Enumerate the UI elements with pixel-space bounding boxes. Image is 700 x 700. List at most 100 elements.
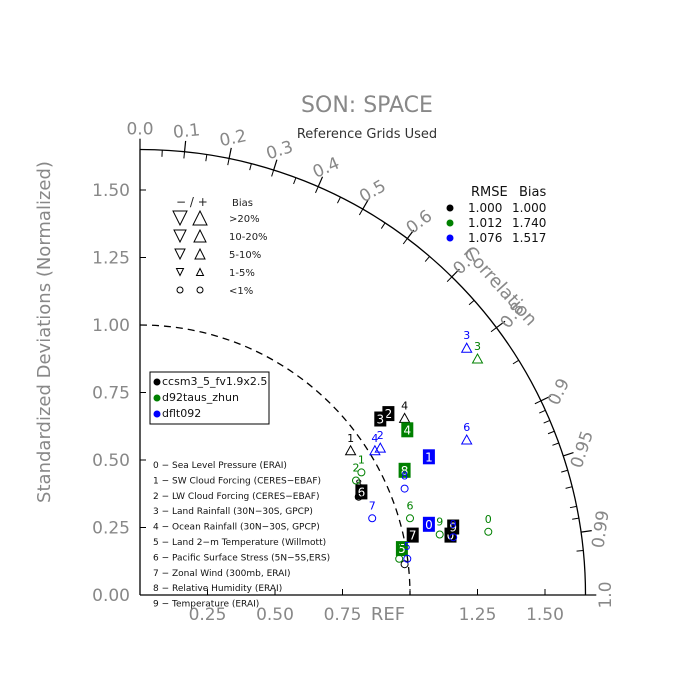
correlation-minor-tick <box>358 208 364 216</box>
chart-frame <box>139 138 597 596</box>
bias-up-triangle-icon <box>195 267 205 276</box>
bias-legend-row-label: <1% <box>229 286 253 297</box>
data-point: 9 <box>449 518 458 542</box>
data-point-marker <box>400 484 409 493</box>
rmse-bias-value: 1.740 <box>512 216 546 230</box>
correlation-major-tick <box>273 159 278 171</box>
data-point-box <box>447 519 460 535</box>
variable-list-item: 6 − Pacific Surface Stress (5N−5S,ERS) <box>153 553 330 563</box>
variable-list-item: 4 − Ocean Rainfall (30N−30S, GPCP) <box>153 523 320 533</box>
variable-list-item: 5 − Land 2−m Temperature (Willmott) <box>153 538 326 548</box>
correlation-minor-tick <box>402 238 408 245</box>
data-point: 4 <box>369 432 381 456</box>
correlation-minor-tick <box>534 400 542 405</box>
data-point-label: 7 <box>409 529 417 543</box>
correlation-minor-tick <box>446 276 453 283</box>
correlation-minor-tick <box>572 517 579 520</box>
series-legend-label: d92taus_zhun <box>162 391 239 404</box>
data-point: 9 <box>447 519 460 535</box>
rmse-series-dot-icon <box>446 204 454 212</box>
y-axis-label: Standardized Deviations (Normalized) <box>34 161 55 503</box>
data-point: 5 <box>395 541 408 557</box>
data-point: 6 <box>355 484 368 500</box>
x-tick-label: 1.25 <box>459 605 497 625</box>
x-tick-label: 0.75 <box>324 605 362 625</box>
data-point: 4 <box>398 399 411 423</box>
correlation-major-tick <box>406 229 415 239</box>
correlation-tick-label: 0.3 <box>264 137 296 164</box>
data-point-box <box>406 527 419 543</box>
correlation-minor-tick <box>543 419 551 424</box>
data-point-box <box>374 411 387 427</box>
data-points: 012345678901234567890123456789 <box>344 329 493 569</box>
data-point-marker <box>368 514 377 523</box>
data-point-label: 9 <box>436 516 443 529</box>
correlation-tick-label: 0.4 <box>310 154 343 183</box>
rmse-bias-value: 1.000 <box>512 201 546 215</box>
x-tick-label: 0.50 <box>256 605 294 625</box>
correlation-minor-tick <box>336 196 341 204</box>
variable-list-item: 1 − SW Cloud Forcing (CERES−EBAF) <box>153 476 321 486</box>
correlation-minor-tick <box>547 430 555 435</box>
data-point-box <box>355 484 368 500</box>
rmse-value: 1.000 <box>468 201 502 215</box>
data-point-label: 2 <box>353 462 360 475</box>
series-legend-dot-icon <box>153 410 161 418</box>
correlation-major-tick <box>580 530 592 533</box>
data-point-label: 7 <box>396 540 403 553</box>
data-point: 7 <box>368 499 377 523</box>
data-point-label: 4 <box>401 399 408 412</box>
data-point-marker <box>352 476 360 485</box>
data-point-marker <box>403 554 412 563</box>
bias-legend: − / + Bias >20% 10-20% 5-10% 1-5% <1% <box>172 195 268 297</box>
data-point: 6 <box>406 499 414 523</box>
data-point: 3 <box>460 329 473 353</box>
data-point-label: 1 <box>358 453 365 466</box>
data-point: 0 <box>422 516 435 532</box>
variable-list-item: 7 − Zonal Wind (300mb, ERAI) <box>153 569 291 579</box>
bias-legend-row-label: 1-5% <box>229 268 255 279</box>
correlation-major-tick <box>451 268 460 278</box>
data-point-label: 6 <box>463 421 470 434</box>
correlation-minor-tick <box>271 169 275 177</box>
data-point: 7 <box>395 540 404 563</box>
data-point-label: 1 <box>347 432 354 445</box>
y-tick-label: 0.50 <box>92 451 130 471</box>
x-tick-label: 0.25 <box>189 605 227 625</box>
rmse-bias-value: 1.517 <box>512 231 546 245</box>
data-point-label: 6 <box>407 499 414 512</box>
correlation-major-tick <box>183 140 187 152</box>
rmse-header: RMSE <box>471 185 508 200</box>
correlation-tick-label: 0.1 <box>172 120 201 143</box>
data-point: 2 <box>374 429 387 453</box>
correlation-tick-label: 0.99 <box>589 509 614 549</box>
y-tick-label: 0.00 <box>92 586 130 606</box>
variable-list-item: 8 − Relative Humidity (ERAI) <box>153 584 282 594</box>
correlation-major-tick <box>317 176 324 187</box>
data-point-marker <box>398 412 411 423</box>
bias-legend-row-label: 10-20% <box>229 232 268 243</box>
data-point: 2 <box>352 462 360 485</box>
correlation-major-tick <box>496 320 506 329</box>
data-point-marker <box>460 342 473 353</box>
variable-list-item: 2 − LW Cloud Forcing (CERES−EBAF) <box>153 492 319 502</box>
bias-legend-row-label: >20% <box>229 214 260 225</box>
data-point-box <box>422 449 435 465</box>
data-point: 3 <box>374 411 387 427</box>
data-point: 9 <box>435 516 444 539</box>
correlation-minor-tick <box>490 327 497 333</box>
data-point: 7 <box>406 527 419 543</box>
correlation-tick-label: 0.9 <box>544 375 574 408</box>
data-point: 1 <box>357 453 366 477</box>
variable-list: 0 − Sea Level Pressure (ERAI) 1 − SW Clou… <box>153 461 330 610</box>
rmse-series-dot-icon <box>446 234 454 242</box>
bias-up-triangle-icon <box>192 209 208 226</box>
correlation-minor-tick <box>380 222 386 229</box>
data-point: 8 <box>354 478 363 501</box>
data-point-marker <box>460 433 473 445</box>
data-point-label: 4 <box>403 423 411 437</box>
y-tick-labels: 0.00 0.25 0.50 0.75 1.00 1.25 1.50 <box>92 181 130 606</box>
data-point-label: 7 <box>369 499 376 512</box>
